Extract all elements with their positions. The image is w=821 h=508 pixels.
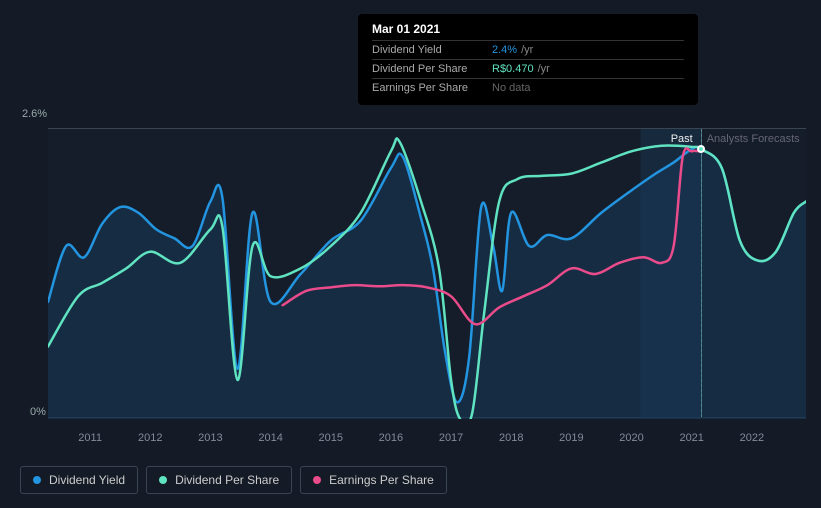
chart-svg [48, 129, 806, 419]
forecast-region-label: Analysts Forecasts [707, 133, 800, 145]
chart-tooltip: Mar 01 2021 Dividend Yield2.4%/yrDividen… [358, 14, 698, 105]
legend-item[interactable]: Earnings Per Share [300, 466, 447, 494]
legend-label: Dividend Per Share [175, 473, 279, 487]
tooltip-date: Mar 01 2021 [372, 22, 684, 40]
tooltip-row: Dividend Yield2.4% /yr [372, 40, 684, 59]
plot-area[interactable]: Past Analysts Forecasts [48, 128, 806, 418]
y-min-label: 0% [30, 406, 46, 418]
x-tick: 2015 [318, 432, 342, 444]
x-tick: 2019 [559, 432, 583, 444]
x-tick: 2017 [439, 432, 463, 444]
x-tick: 2021 [679, 432, 703, 444]
legend-dot-icon [33, 476, 41, 484]
chart-legend: Dividend Yield Dividend Per Share Earnings… [20, 466, 447, 494]
tooltip-row-nodata: No data [492, 82, 531, 94]
legend-item[interactable]: Dividend Per Share [146, 466, 292, 494]
cursor-dot [697, 145, 705, 153]
tooltip-row-value: 2.4% [492, 44, 517, 56]
x-tick: 2012 [138, 432, 162, 444]
legend-label: Earnings Per Share [329, 473, 434, 487]
tooltip-row-value: R$0.470 [492, 63, 534, 75]
tooltip-row-label: Dividend Per Share [372, 63, 492, 75]
legend-dot-icon [313, 476, 321, 484]
tooltip-row-unit: /yr [538, 63, 550, 75]
x-tick: 2011 [78, 432, 102, 444]
x-tick: 2013 [198, 432, 222, 444]
past-region-label: Past [671, 133, 693, 145]
legend-dot-icon [159, 476, 167, 484]
tooltip-row: Dividend Per ShareR$0.470/yr [372, 59, 684, 78]
tooltip-row-label: Dividend Yield [372, 44, 492, 56]
cursor-line [701, 129, 702, 417]
x-tick: 2016 [379, 432, 403, 444]
tooltip-row-unit: /yr [521, 44, 533, 56]
x-tick: 2018 [499, 432, 523, 444]
tooltip-row-label: Earnings Per Share [372, 82, 492, 94]
x-tick: 2014 [258, 432, 282, 444]
x-tick: 2022 [740, 432, 764, 444]
x-tick: 2020 [619, 432, 643, 444]
tooltip-row: Earnings Per ShareNo data [372, 78, 684, 97]
legend-item[interactable]: Dividend Yield [20, 466, 138, 494]
legend-label: Dividend Yield [49, 473, 125, 487]
y-max-label: 2.6% [22, 108, 47, 120]
